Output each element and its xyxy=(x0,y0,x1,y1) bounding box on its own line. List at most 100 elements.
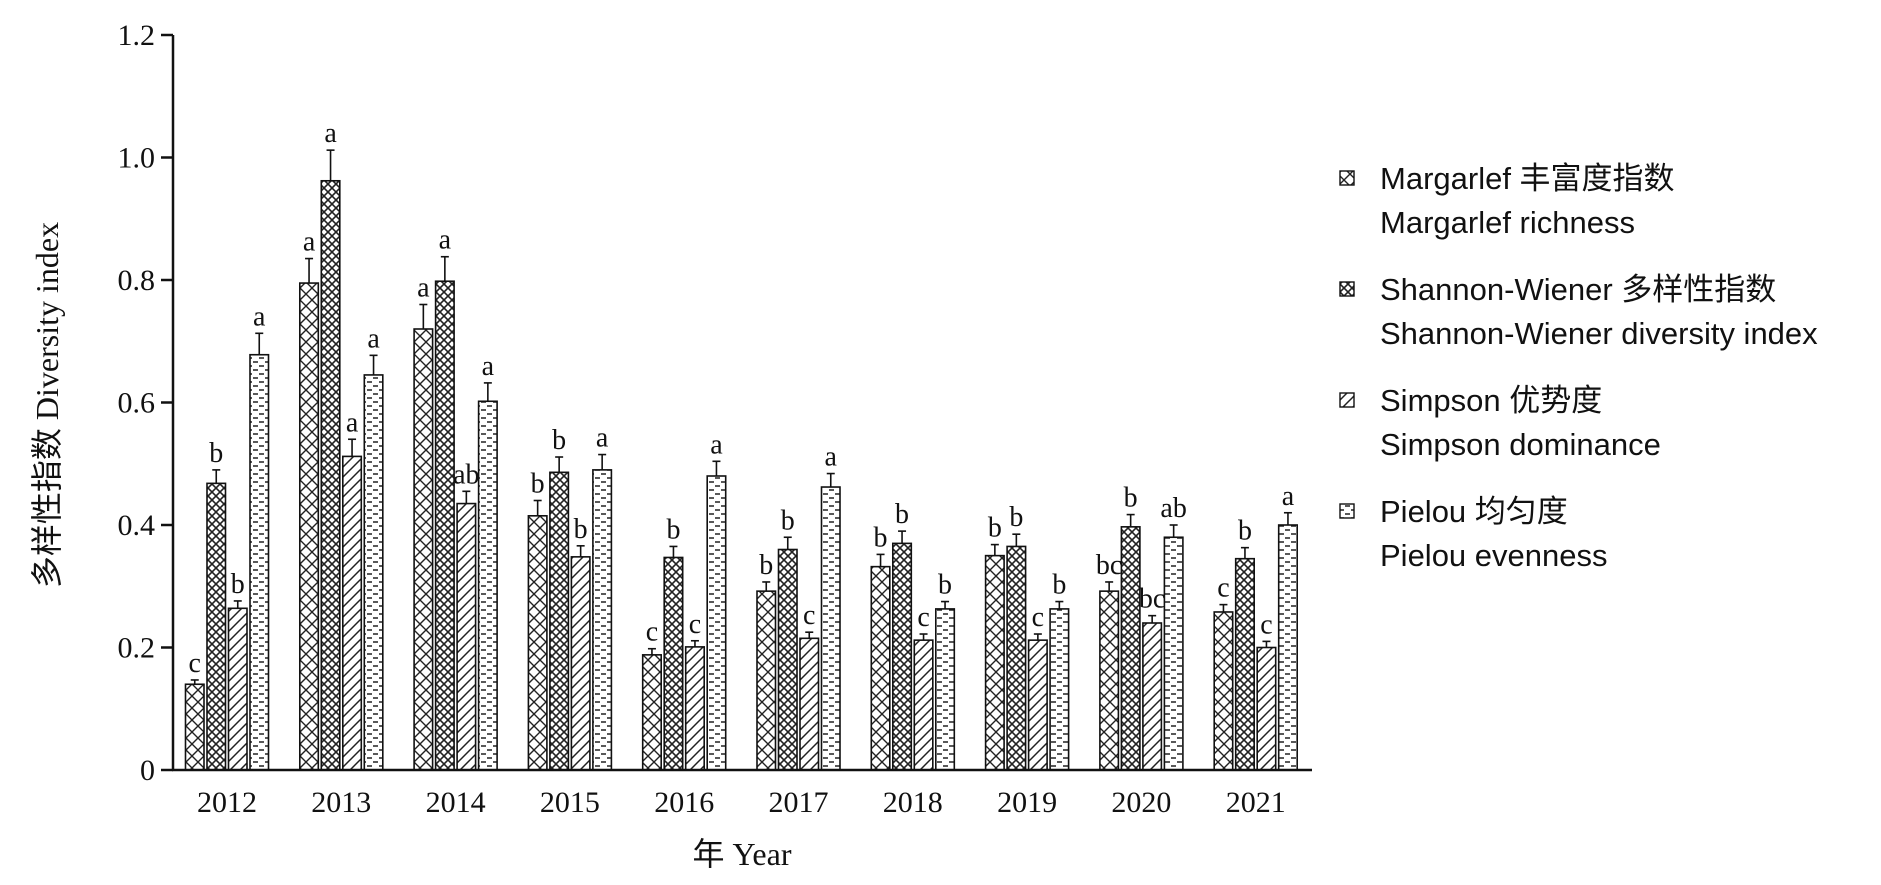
bar xyxy=(363,374,384,771)
significance-label: ab xyxy=(453,459,479,490)
bar xyxy=(641,654,663,771)
legend-label: Pielou 均匀度 xyxy=(1380,494,1568,529)
significance-label: a xyxy=(417,273,430,304)
significance-label: a xyxy=(482,351,495,382)
x-tick-label: 2018 xyxy=(883,786,943,819)
significance-label: a xyxy=(439,225,452,256)
significance-label: b xyxy=(895,499,909,530)
legend-swatch xyxy=(1339,503,1355,519)
bar xyxy=(934,608,956,771)
y-tick-label: 0.4 xyxy=(118,509,156,542)
bar xyxy=(777,548,798,771)
significance-label: a xyxy=(346,407,359,438)
significance-label: b xyxy=(231,569,245,600)
significance-label: b xyxy=(1238,516,1252,547)
bar xyxy=(984,554,1005,771)
legend-label: Shannon-Wiener 多样性指数 xyxy=(1380,272,1776,307)
legend-swatch xyxy=(1339,170,1355,186)
bar xyxy=(1142,622,1163,771)
significance-label: c xyxy=(917,602,929,633)
bar xyxy=(592,469,613,771)
bar xyxy=(456,502,477,771)
significance-label: c xyxy=(189,648,201,679)
x-tick-label: 2021 xyxy=(1226,786,1286,819)
bar xyxy=(341,455,363,771)
significance-label: c xyxy=(1032,602,1044,633)
bar xyxy=(249,353,270,771)
significance-label: a xyxy=(1282,481,1295,512)
y-tick-label: 1.2 xyxy=(118,19,156,52)
bar xyxy=(684,646,706,771)
bar xyxy=(1027,639,1048,771)
significance-label: c xyxy=(689,609,701,640)
bar xyxy=(206,482,227,771)
bar xyxy=(570,556,591,771)
bar xyxy=(756,590,777,771)
bar xyxy=(1277,524,1298,771)
y-tick-label: 0.2 xyxy=(118,632,156,665)
legend-swatch xyxy=(1339,392,1355,408)
bar xyxy=(820,486,841,771)
bar xyxy=(1234,557,1255,771)
legend-swatch xyxy=(1339,281,1355,297)
significance-label: a xyxy=(367,323,380,354)
x-tick-label: 2013 xyxy=(311,786,371,819)
legend-label: Margarlef 丰富度指数 xyxy=(1380,161,1675,196)
bar xyxy=(913,639,934,771)
bar xyxy=(663,556,684,771)
bar xyxy=(706,475,727,771)
bar xyxy=(1213,611,1234,771)
significance-label: b xyxy=(938,570,952,601)
bar xyxy=(527,515,548,771)
significance-label: b xyxy=(988,513,1002,544)
y-tick-label: 0.6 xyxy=(118,387,156,420)
significance-label: c xyxy=(1260,609,1272,640)
bar xyxy=(184,683,205,771)
plot-area: 00.20.40.60.81.01.22012cbba2013aaaa2014a… xyxy=(118,19,1298,819)
y-tick-label: 1.0 xyxy=(118,142,156,175)
bar xyxy=(1163,536,1184,771)
bar xyxy=(1099,590,1120,771)
significance-label: b xyxy=(1052,570,1066,601)
bar xyxy=(1256,646,1277,771)
bar xyxy=(434,280,455,771)
significance-label: b xyxy=(759,550,773,581)
bar xyxy=(1120,526,1141,771)
significance-label: b xyxy=(552,425,566,456)
legend-label-en: Simpson dominance xyxy=(1380,427,1661,462)
x-tick-label: 2016 xyxy=(654,786,714,819)
legend: Margarlef 丰富度指数 Margarlef richness Shannon… xyxy=(1339,161,1818,573)
bar xyxy=(1006,545,1027,771)
significance-label: a xyxy=(324,118,337,149)
significance-label: a xyxy=(825,442,838,473)
bar xyxy=(891,542,913,771)
bar xyxy=(413,328,434,771)
bar xyxy=(477,400,498,771)
x-tick-label: 2012 xyxy=(197,786,257,819)
bar xyxy=(870,565,891,771)
x-axis-title: 年 Year xyxy=(693,836,792,872)
significance-label: b xyxy=(781,505,795,536)
bar xyxy=(298,282,320,771)
legend-label-en: Pielou evenness xyxy=(1380,538,1608,573)
significance-label: a xyxy=(253,301,266,332)
x-tick-label: 2015 xyxy=(540,786,600,819)
x-tick-label: 2014 xyxy=(426,786,486,819)
significance-label: ab xyxy=(1160,493,1186,524)
significance-label: b xyxy=(209,438,223,469)
y-tick-label: 0.8 xyxy=(118,264,156,297)
significance-label: a xyxy=(596,423,609,454)
significance-label: c xyxy=(803,600,815,631)
significance-label: a xyxy=(303,227,316,258)
significance-label: c xyxy=(646,617,658,648)
bar xyxy=(1049,608,1070,771)
bar xyxy=(320,179,341,771)
bar xyxy=(227,607,248,771)
x-tick-label: 2020 xyxy=(1111,786,1171,819)
significance-label: b xyxy=(1009,502,1023,533)
significance-label: b xyxy=(531,469,545,500)
y-axis-title: 多样性指数 Diversity index xyxy=(29,222,65,588)
significance-label: b xyxy=(1124,483,1138,514)
significance-label: b xyxy=(666,514,680,545)
significance-label: bc xyxy=(1139,584,1165,615)
